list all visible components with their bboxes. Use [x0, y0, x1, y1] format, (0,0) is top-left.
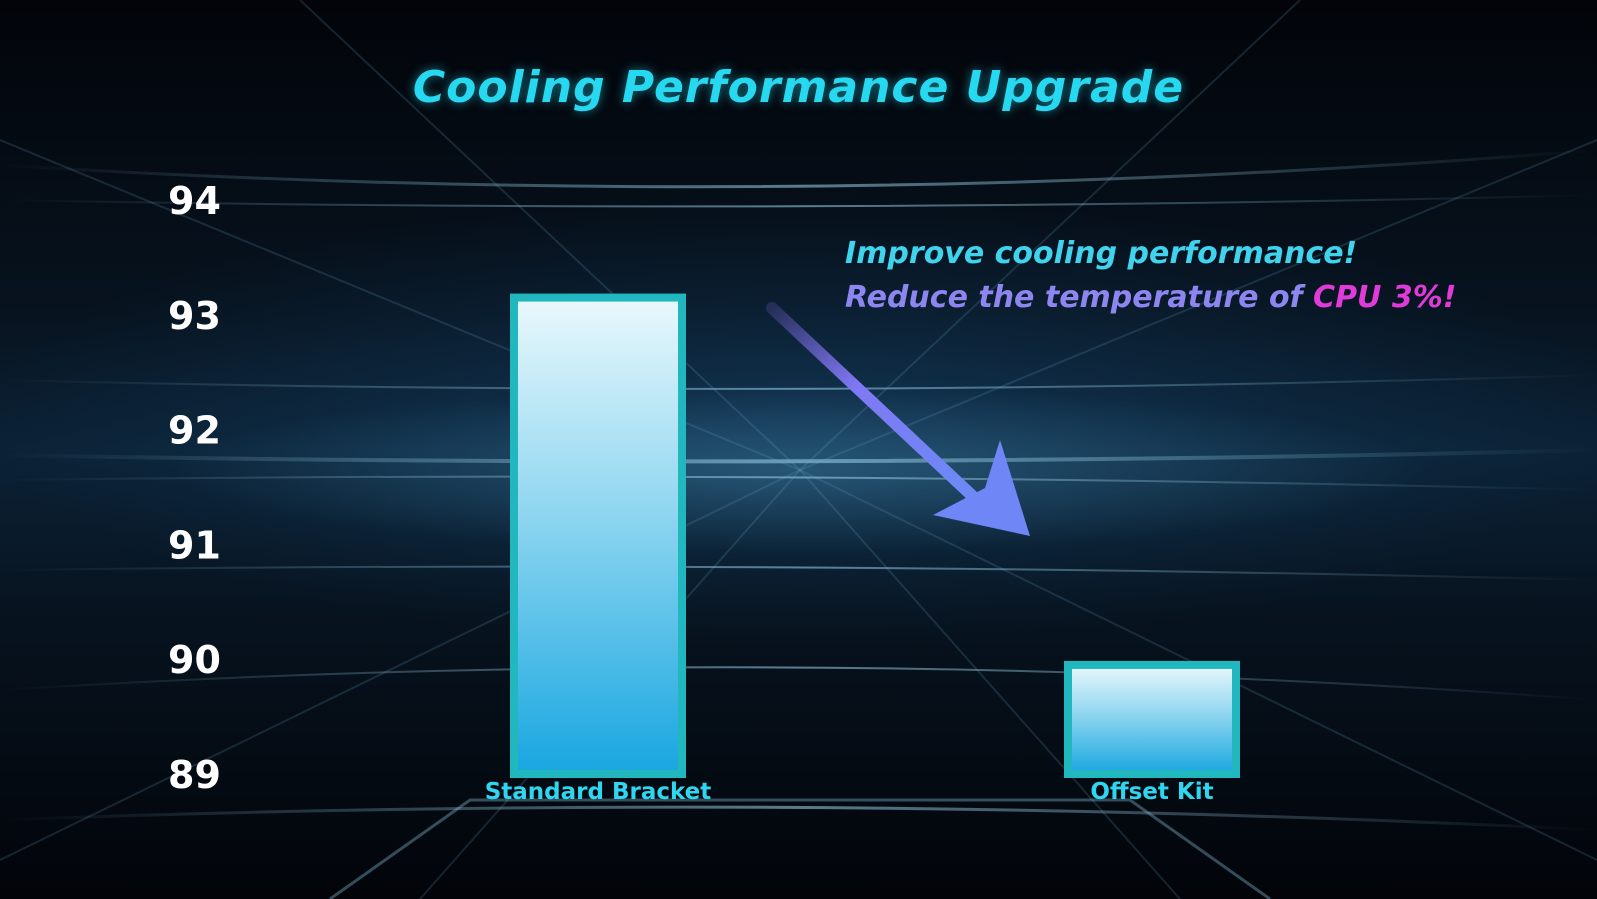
- bar-standard-bracket: [510, 293, 686, 778]
- y-tick-label: 93: [168, 294, 221, 338]
- x-category-label: Standard Bracket: [485, 779, 712, 805]
- chart-title: Cooling Performance Upgrade: [412, 62, 1185, 113]
- annotation-line-2-text: Reduce the temperature of: [845, 280, 1314, 315]
- annotation: Improve cooling performance! Reduce the …: [845, 232, 1456, 320]
- bar-offset-kit: [1064, 660, 1240, 778]
- down-arrow-icon: [766, 302, 1030, 536]
- y-tick-label: 89: [168, 753, 221, 797]
- annotation-line-1: Improve cooling performance!: [845, 236, 1358, 271]
- y-axis: 89 90 91 92 93 94: [168, 179, 221, 797]
- y-tick-label: 91: [168, 523, 221, 567]
- x-category-label: Offset Kit: [1090, 779, 1213, 805]
- bars: [510, 293, 1240, 778]
- y-tick-label: 92: [168, 409, 221, 453]
- y-tick-label: 94: [168, 179, 221, 223]
- annotation-line-2: Reduce the temperature of CPU 3%!: [845, 276, 1456, 320]
- x-axis: Standard Bracket Offset Kit: [485, 779, 1214, 805]
- annotation-highlight: CPU 3%!: [1313, 280, 1457, 315]
- y-tick-label: 90: [168, 638, 221, 682]
